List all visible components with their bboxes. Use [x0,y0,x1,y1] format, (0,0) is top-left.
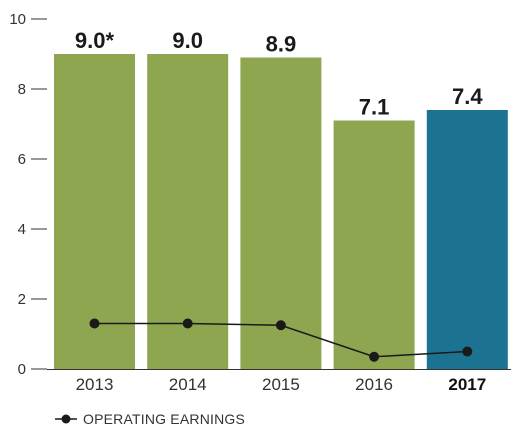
x-tick-label-2014: 2014 [169,375,207,394]
data-label-2015: 8.9 [266,32,297,57]
y-tick-label: 8 [18,81,26,98]
data-label-2014: 9.0 [172,28,203,53]
y-tick-label: 2 [18,291,26,308]
bar-2013 [54,54,135,369]
operating-earnings-point-2014 [182,318,193,329]
operating-earnings-point-2017 [462,346,473,357]
bar-2016 [333,120,415,369]
legend-line-marker-icon [55,414,77,424]
bars: 9.0* 9.0 8.9 7.1 7.4 [54,28,508,369]
y-axis: 0 2 4 6 8 10 [9,11,47,378]
x-tick-label-2017: 2017 [448,375,486,394]
operating-earnings-point-2016 [369,351,380,362]
operating-earnings-point-2013 [89,318,100,329]
x-tick-label-2015: 2015 [262,375,300,394]
y-tick-label: 0 [18,361,26,378]
data-label-2016: 7.1 [359,95,390,120]
y-tick-label: 6 [18,151,26,168]
bar-2014 [147,54,229,369]
legend: OPERATING EARNINGS [55,411,245,427]
x-axis: 2013 2014 2015 2016 2017 [47,369,511,394]
operating-earnings-point-2015 [275,320,286,331]
x-tick-label-2016: 2016 [355,375,393,394]
legend-label-operating-earnings: OPERATING EARNINGS [83,411,246,427]
bar-2017 [426,110,508,369]
bar-2015 [240,57,322,369]
y-tick-label: 10 [9,11,26,28]
data-label-2017: 7.4 [452,84,483,109]
x-tick-label-2013: 2013 [76,375,114,394]
y-tick-label: 4 [18,221,26,238]
operating-earnings-line [89,318,473,362]
data-label-2013: 9.0* [75,28,115,53]
